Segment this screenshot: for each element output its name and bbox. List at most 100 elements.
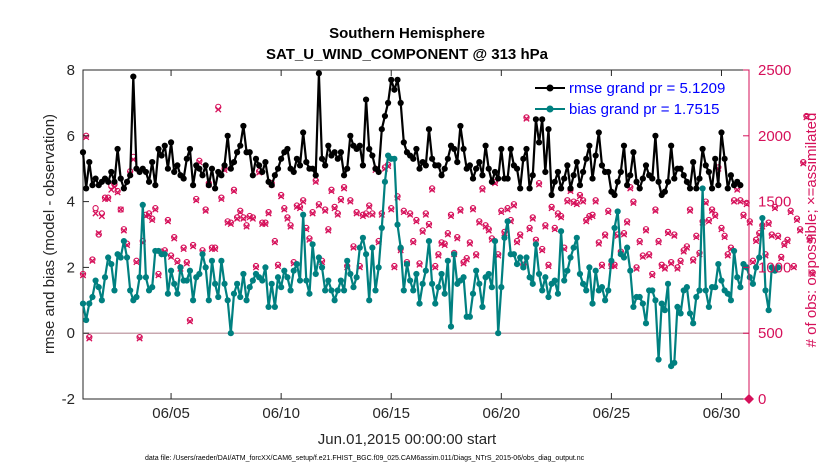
bias-point (211, 280, 219, 287)
obs-assimilated-stroke (233, 215, 241, 222)
obs-assimilated-marker (523, 115, 530, 122)
obs-assimilated-marker (265, 210, 272, 217)
rmse-point (517, 185, 524, 192)
bias-point (177, 264, 184, 271)
obs-possible-marker (120, 226, 128, 233)
rmse-point (303, 159, 310, 166)
y-tick-label-right: 2000 (758, 128, 791, 145)
obs-possible-marker (636, 237, 643, 245)
obs-assimilated-stroke (466, 240, 474, 247)
bias-point (101, 274, 109, 281)
obs-assimilated-stroke (281, 206, 288, 213)
obs-possible-marker (340, 183, 348, 191)
obs-assimilated-stroke (661, 265, 669, 272)
obs-assimilated-marker (262, 220, 269, 228)
obs-assimilated-stroke (765, 220, 772, 228)
obs-possible-marker (664, 228, 672, 236)
bias-point (375, 264, 382, 271)
bias-point (271, 303, 278, 310)
obs-possible-marker (705, 216, 713, 224)
bias-point (274, 274, 282, 281)
bias-point (123, 254, 131, 261)
obs-assimilated-marker (730, 198, 738, 205)
rmse-point (347, 132, 354, 139)
rmse-point (627, 172, 634, 179)
bias-point (671, 359, 678, 366)
bias-point (262, 264, 269, 271)
obs-assimilated-stroke (441, 241, 448, 249)
bias-point (627, 267, 634, 274)
rmse-point (344, 165, 351, 172)
obs-possible-marker (809, 269, 816, 276)
rmse-point (532, 116, 540, 123)
obs-assimilated-stroke (730, 198, 738, 205)
rmse-point (394, 76, 401, 83)
obs-assimilated-marker (391, 264, 398, 271)
rmse-point (457, 122, 464, 130)
rmse-point (624, 182, 631, 189)
bias-point (639, 300, 646, 307)
obs-possible-marker (476, 218, 483, 225)
obs-assimilated-stroke (447, 212, 455, 220)
rmse-point (451, 145, 458, 153)
obs-assimilated-stroke (444, 231, 452, 238)
rmse-point (441, 165, 448, 172)
obs-assimilated-stroke (630, 199, 637, 207)
bias-point (164, 290, 172, 297)
rmse-point (668, 142, 675, 149)
obs-assimilated-stroke (667, 260, 675, 267)
rmse-point (86, 159, 93, 166)
obs-assimilated-stroke (193, 197, 200, 204)
y-tick-label-right: 1500 (758, 194, 791, 211)
obs-assimilated-marker (362, 211, 370, 218)
obs-assimilated-stroke (778, 255, 785, 262)
obs-assimilated-marker (167, 253, 175, 261)
rmse-point (256, 162, 263, 169)
obs-assimilated-stroke (331, 205, 338, 212)
rmse-point (476, 159, 483, 166)
bias-point (677, 310, 684, 317)
obs-assimilated-stroke (727, 245, 735, 253)
obs-possible-marker (240, 214, 247, 221)
obs-assimilated-marker (149, 216, 156, 224)
rmse-point (123, 178, 131, 185)
obs-assimilated-marker (579, 198, 587, 205)
bias-point (407, 277, 414, 284)
rmse-point (513, 165, 521, 172)
rmse-point (696, 175, 703, 182)
bias-point (523, 254, 530, 261)
obs-assimilated-stroke (476, 219, 483, 226)
rmse-point (92, 175, 99, 182)
rmse-point (526, 185, 533, 192)
obs-assimilated-stroke (457, 207, 464, 214)
obs-assimilated-stroke (705, 218, 713, 225)
obs-possible-marker (246, 212, 253, 220)
obs-possible-marker (174, 257, 181, 264)
bias-point (174, 290, 181, 297)
x-tick-label: 06/20 (483, 405, 521, 422)
obs-assimilated-stroke (328, 187, 335, 195)
obs-assimilated-stroke (686, 207, 694, 214)
obs-possible-marker (388, 205, 395, 212)
rmse-point (535, 139, 543, 146)
obs-assimilated-stroke (784, 237, 791, 245)
bias-point (322, 287, 329, 294)
y-axis-left-ticks: -2 0 2 4 6 8 (62, 62, 89, 408)
obs-assimilated-marker (309, 210, 316, 217)
obs-possible-marker (155, 270, 162, 278)
obs-possible-marker (284, 214, 291, 221)
obs-assimilated-stroke (306, 236, 313, 243)
rmse-point (410, 155, 417, 162)
rmse-point (529, 172, 536, 179)
rmse-point (278, 155, 285, 162)
bias-point (727, 297, 735, 304)
bias-point (737, 284, 744, 291)
obs-assimilated-stroke (271, 239, 279, 246)
bias-point (218, 257, 225, 264)
rmse-point (721, 155, 728, 162)
rmse-point (381, 112, 389, 120)
obs-assimilated-marker (535, 181, 543, 188)
obs-possible-marker (800, 158, 807, 166)
bias-point (268, 280, 275, 287)
bias-point (403, 261, 411, 268)
